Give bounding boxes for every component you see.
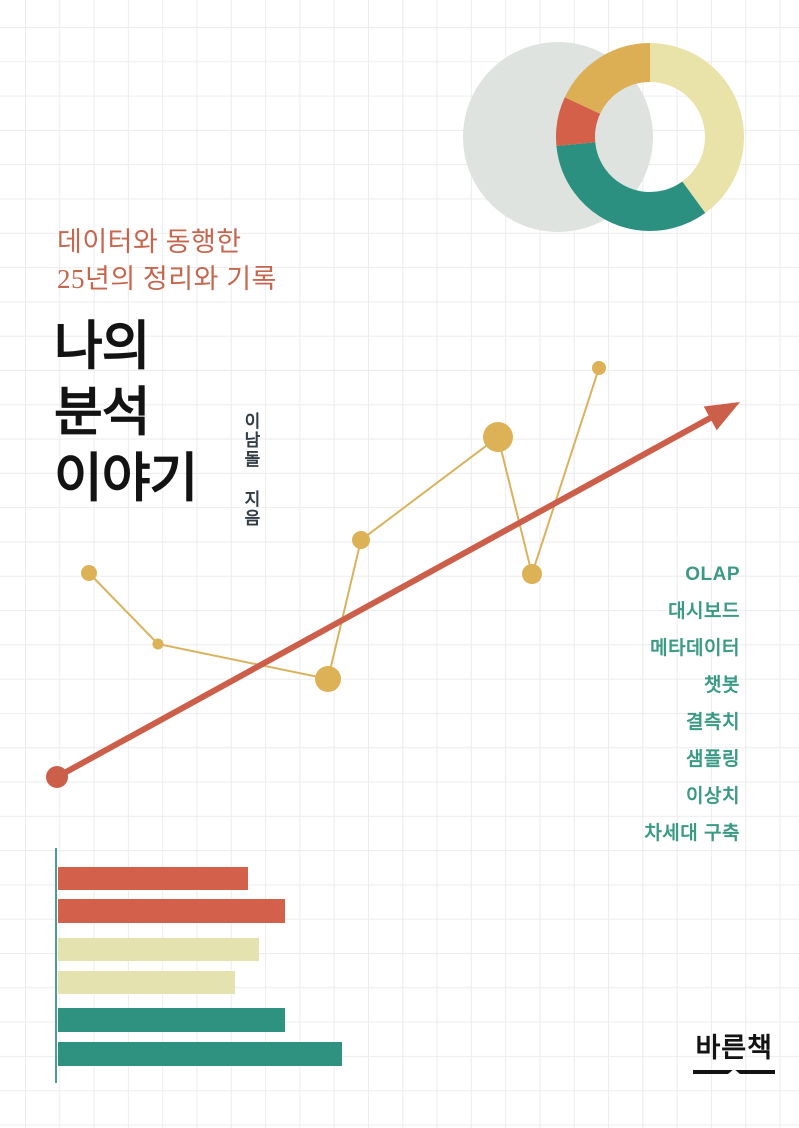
red-arrowhead: [703, 402, 740, 431]
bar-chart-axis: [55, 848, 57, 1083]
yellow-dot: [81, 565, 97, 581]
keyword-dashboard: 대시보드: [668, 601, 740, 622]
publisher-logo: 바른책: [693, 1026, 775, 1074]
donut-segment-red: [556, 43, 745, 231]
bar-teal-1: [58, 1008, 285, 1032]
keyword-list: OLAP 대시보드 메타데이터 챗봇 결측치 샘플링 이상치 차세대 구축: [644, 556, 740, 852]
keyword-olap: OLAP: [685, 564, 740, 585]
title-line-2: 분석: [54, 383, 151, 442]
bar-pale-2: [58, 971, 235, 994]
bar-pale-1: [58, 938, 259, 961]
publisher-name: 바른책: [695, 1033, 773, 1063]
yellow-dot: [352, 531, 370, 549]
yellow-dot: [592, 361, 606, 375]
subtitle-line-2: 25년의 정리와 기록: [57, 264, 277, 294]
keyword-metadata: 메타데이터: [650, 638, 740, 659]
author-name: 이남돌 지음: [241, 412, 260, 528]
keyword-chatbot: 챗봇: [704, 675, 740, 696]
title-line-3: 이야기: [54, 449, 198, 508]
keyword-sampling: 샘플링: [686, 749, 740, 770]
bar-red-2: [58, 899, 285, 923]
yellow-dot: [152, 638, 164, 650]
red-trend-line: [55, 414, 714, 780]
red-start-dot: [46, 766, 68, 788]
subtitle-line-1: 데이터와 동행한: [57, 227, 242, 257]
keyword-next-gen: 차세대 구축: [644, 823, 740, 844]
yellow-dot: [522, 564, 542, 584]
keyword-missing-values: 결측치: [686, 712, 740, 733]
publisher-logo-notch: [728, 1069, 741, 1074]
bar-red-1: [58, 867, 248, 890]
donut-segment-teal: [556, 43, 744, 231]
book-title: 나의 분석 이야기: [54, 314, 198, 512]
bar-teal-2: [58, 1042, 342, 1066]
title-line-1: 나의: [54, 317, 151, 376]
yellow-dot: [483, 422, 513, 452]
yellow-dot: [315, 666, 341, 692]
keyword-outliers: 이상치: [686, 786, 740, 807]
subtitle: 데이터와 동행한 25년의 정리와 기록: [57, 224, 277, 298]
